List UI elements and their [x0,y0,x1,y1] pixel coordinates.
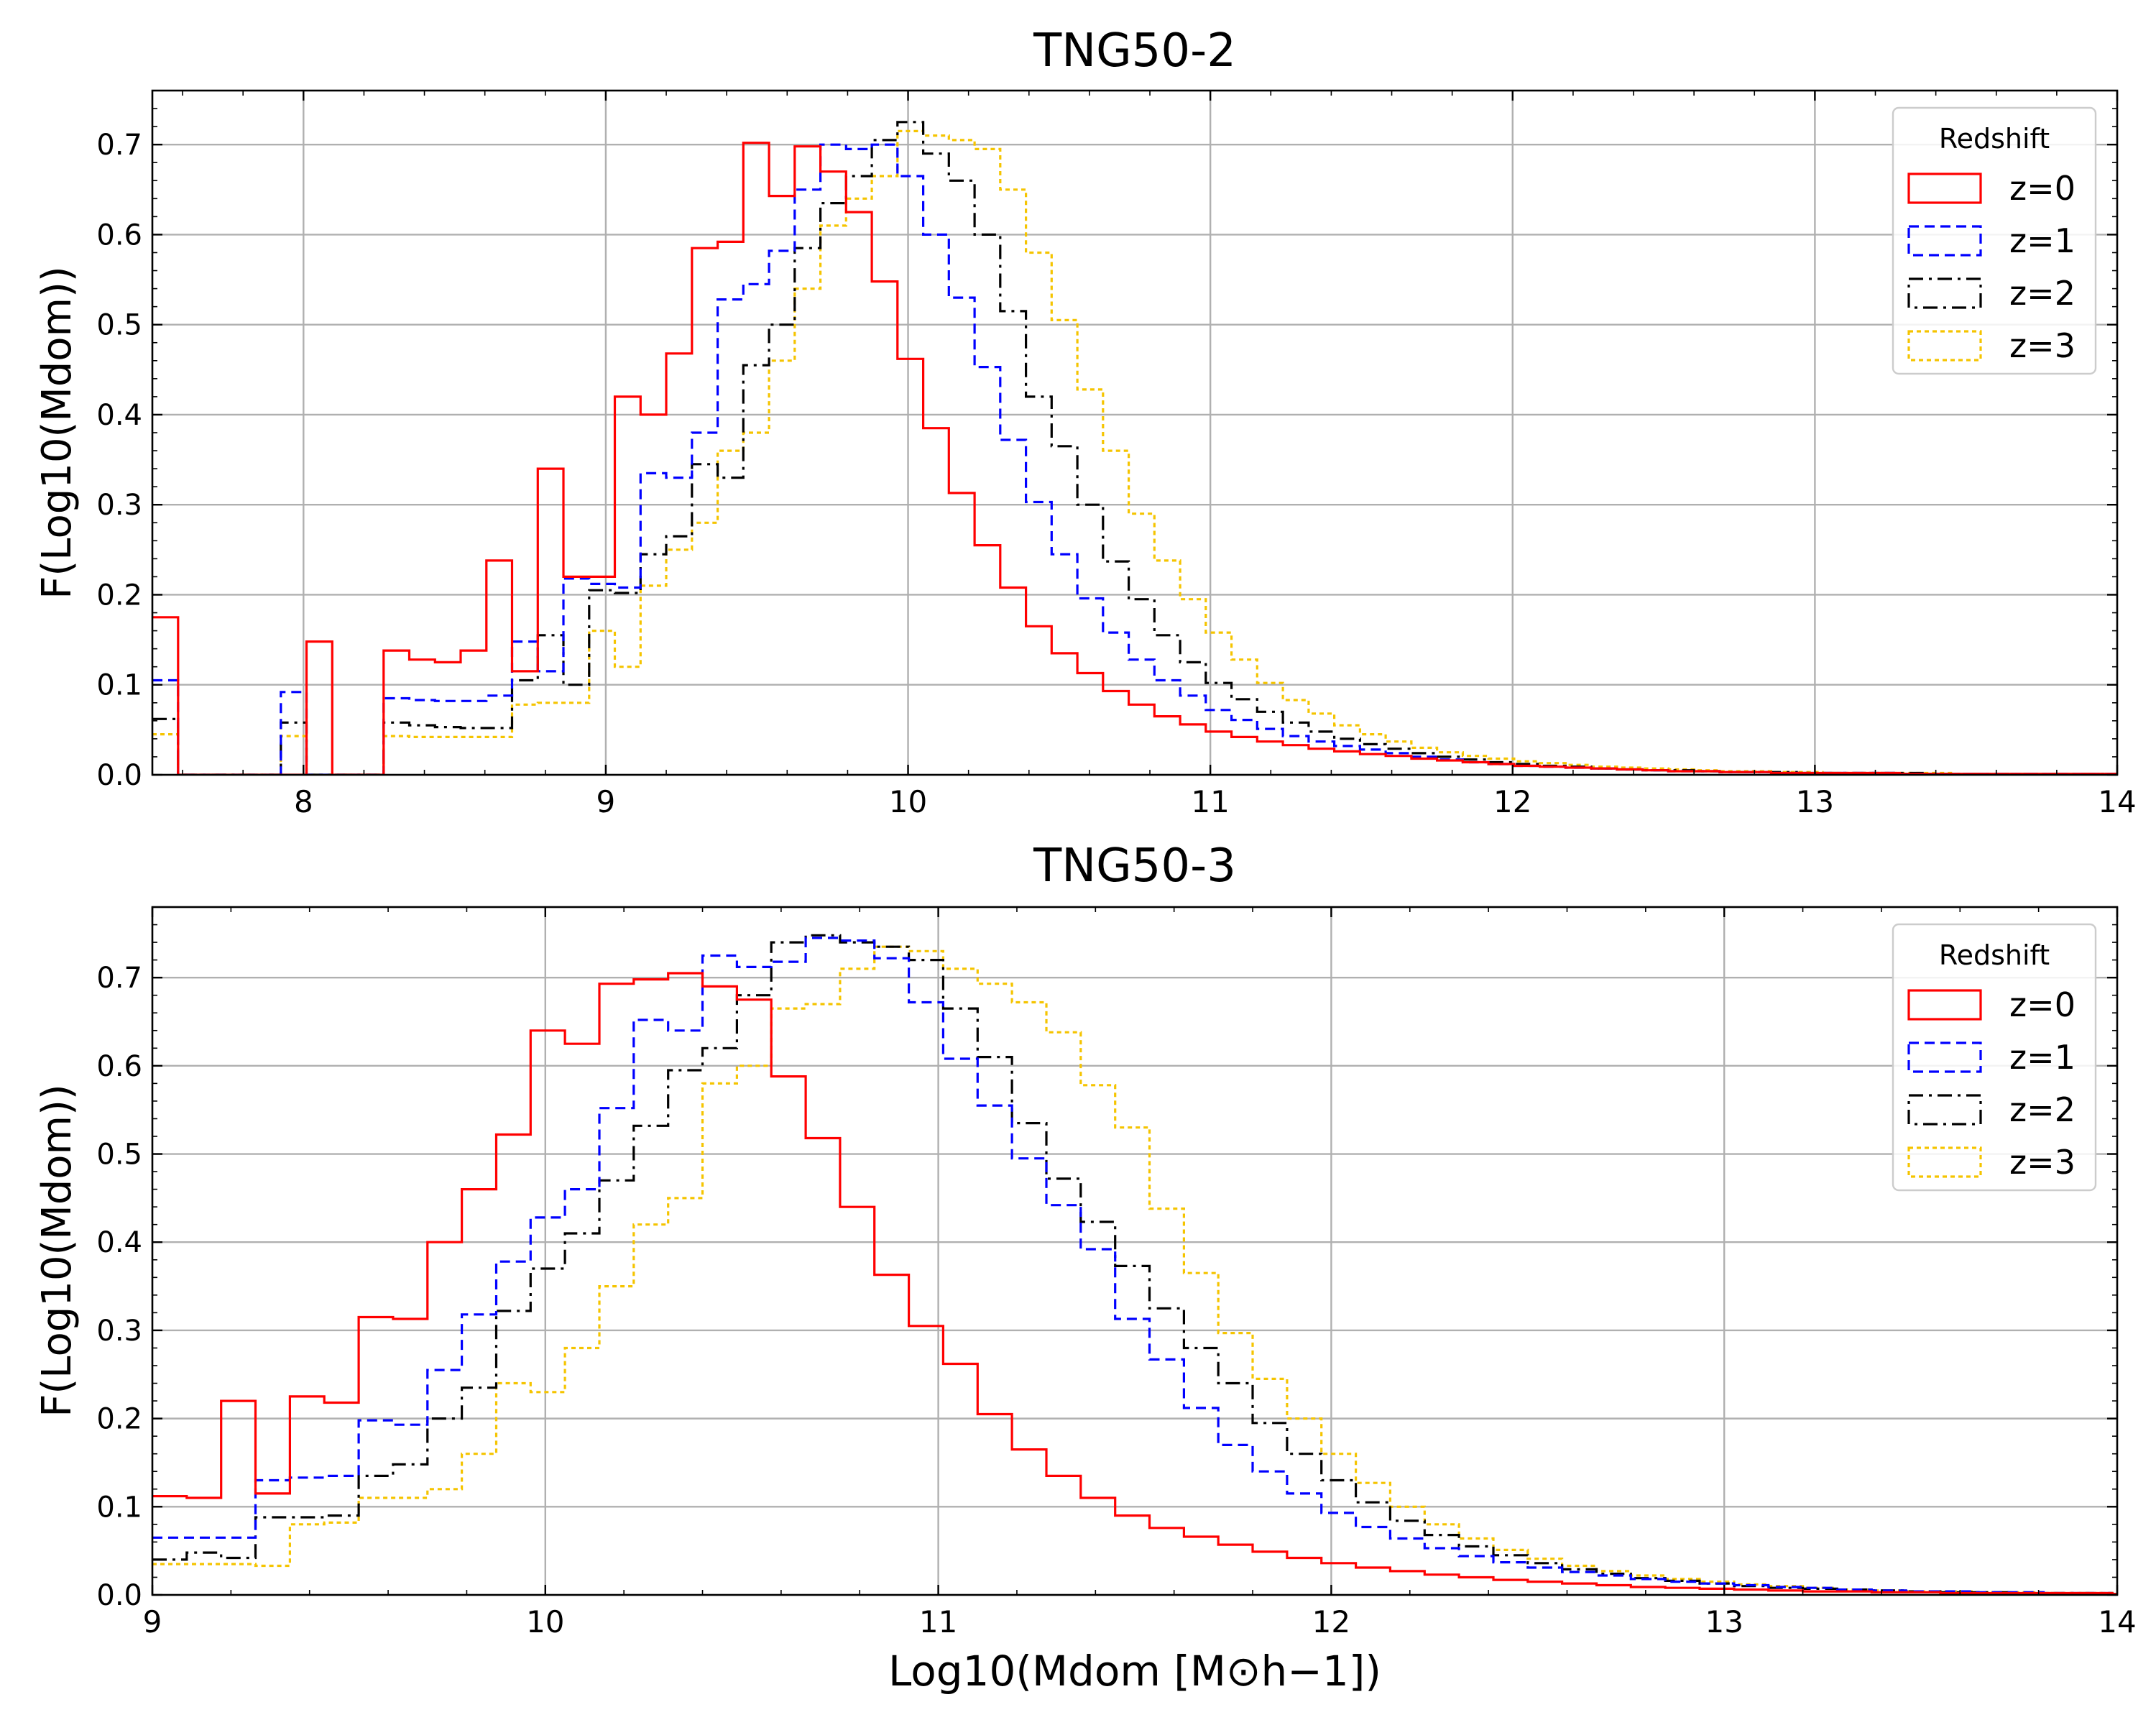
y-tick-label: 0.2 [96,579,142,612]
legend-swatch [1907,1041,1982,1073]
y-tick-label: 0.2 [96,1403,142,1436]
series-z3-line [152,945,2117,1595]
legend-item-z1[interactable]: z=1 [1907,1038,2076,1077]
grid [152,91,2117,775]
y-tick-label: 0.6 [96,1050,142,1083]
series-z2-line [152,121,2117,775]
axes: 9 10 11 12 13 14 0.0 0.1 0.2 0.3 0.4 0.5 0.6 0.7 [96,907,2137,1639]
panel-title: TNG50-2 [1033,24,1236,78]
y-label-text: F(Log10(Mdom)) [34,1084,80,1417]
y-tick-label: 0.1 [96,669,142,702]
x-tick-label: 12 [1493,784,1531,819]
legend[interactable]: Redshift z=0 z=1 z=2 z=3 [1892,923,2097,1192]
legend-item-z0[interactable]: z=0 [1907,169,2076,208]
legend-swatch [1907,330,1982,362]
y-label-text: F(Log10(Mdom)) [34,266,80,599]
y-axis-label: F(Log10(Mdom)) [34,266,80,599]
y-tick-label: 0.1 [96,1491,142,1524]
panel-tng50-3: TNG50-3 9 10 11 12 13 14 0.0 0.1 0.2 0.3 0.4 0.5 0.6… [34,840,2137,1639]
x-tick-label: 14 [2098,1604,2136,1639]
series-z0-line [152,142,2117,775]
series-group [152,934,2117,1595]
x-tick-label: 11 [919,1604,957,1639]
x-tick-label: 14 [2098,784,2136,819]
legend-swatch [1907,225,1982,257]
legend-title: Redshift [1939,123,2050,155]
axes: 8 9 10 11 12 13 14 0.0 0.1 0.2 0.3 0.4 0.5 0.6 0.7 [96,91,2137,819]
legend-label: z=0 [2009,169,2076,208]
x-tick-label: 12 [1312,1604,1350,1639]
panel-title: TNG50-3 [1033,840,1236,893]
x-tick-label: 10 [526,1604,564,1639]
legend-item-z3[interactable]: z=3 [1907,1143,2076,1182]
panel-tng50-2: TNG50-2 8 9 10 11 12 13 14 0.0 0.1 0.2 0.3 0.4 0.5 0.… [34,24,2137,819]
series-z0-line [152,972,2117,1595]
legend-swatch [1907,172,1982,204]
x-tick-label: 10 [889,784,927,819]
y-tick-label: 0.0 [96,759,142,792]
x-axis-label: Log10(Mdom [M⊙h−1]) [888,1647,1381,1696]
legend-item-z2[interactable]: z=2 [1907,1090,2076,1129]
y-tick-label: 0.3 [96,489,142,522]
legend-title: Redshift [1939,939,2050,971]
y-tick-label: 0.3 [96,1315,142,1348]
legend-swatch [1907,1094,1982,1126]
legend-swatch [1907,1146,1982,1178]
x-tick-label: 13 [1796,784,1834,819]
x-tick-label: 11 [1191,784,1229,819]
legend-label: z=2 [2009,1090,2076,1129]
y-tick-label: 0.6 [96,218,142,252]
x-tick-label: 9 [596,784,616,819]
legend-label: z=3 [2009,326,2076,365]
legend-label: z=1 [2009,221,2076,260]
legend-item-z2[interactable]: z=2 [1907,274,2076,313]
y-tick-label: 0.7 [96,129,142,162]
y-axis-label: F(Log10(Mdom)) [34,1084,80,1417]
series-z1-line [152,143,2117,775]
legend-label: z=2 [2009,274,2076,313]
x-tick-label: 13 [1705,1604,1743,1639]
x-tick-label: 8 [294,784,313,819]
y-tick-label: 0.4 [96,1226,142,1259]
y-tick-label: 0.5 [96,1138,142,1172]
legend[interactable]: Redshift z=0 z=1 z=2 z=3 [1892,106,2097,375]
grid [152,907,2117,1595]
series-z3-line [152,129,2117,775]
legend-label: z=3 [2009,1143,2076,1182]
legend-item-z3[interactable]: z=3 [1907,326,2076,365]
plot-frame [151,906,2119,1596]
legend-swatch [1907,277,1982,309]
x-tick-label: 9 [143,1604,162,1639]
plot-frame [151,89,2119,776]
legend-label: z=1 [2009,1038,2076,1077]
series-z2-line [152,934,2117,1595]
legend-label: z=0 [2009,985,2076,1024]
y-tick-label: 0.0 [96,1579,142,1612]
y-tick-label: 0.7 [96,962,142,995]
y-tick-label: 0.5 [96,309,142,342]
legend-item-z0[interactable]: z=0 [1907,985,2076,1024]
series-z1-line [152,937,2117,1595]
series-group [152,121,2117,775]
legend-swatch [1907,989,1982,1021]
legend-item-z1[interactable]: z=1 [1907,221,2076,260]
y-tick-label: 0.4 [96,399,142,432]
